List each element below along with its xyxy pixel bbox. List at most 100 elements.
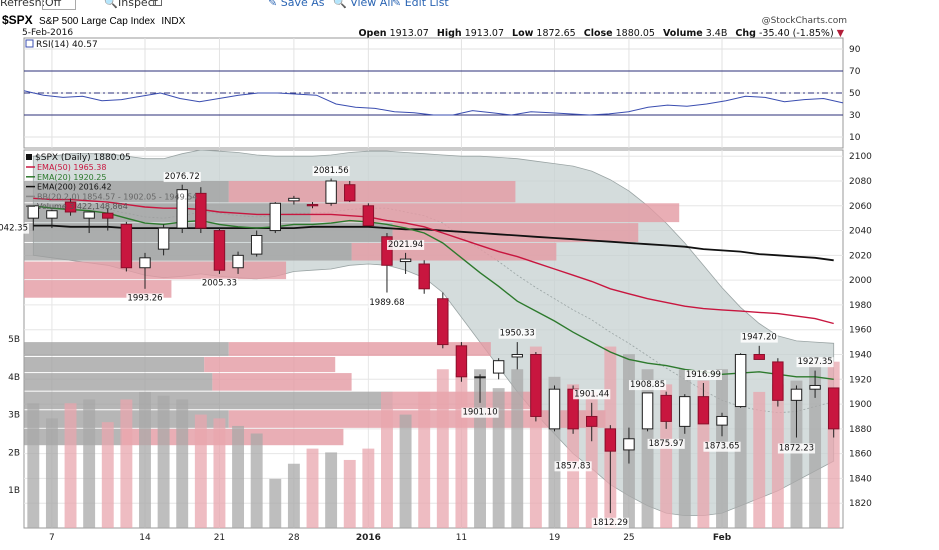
save-as-label: Save As [280,0,325,9]
price-annotation: 1947.20 [742,333,777,343]
price-annotation-bg [368,297,406,308]
volume-bar [232,425,245,528]
price-annotation: 2081.56 [314,166,349,176]
price-annotation: 1812.29 [593,518,628,528]
x-tick-label: 21 [214,533,225,543]
volume-by-price-down-bar [24,280,172,298]
candle-body [492,360,505,374]
candle-body [567,388,579,430]
volume-bar [827,361,840,528]
volume-bar [64,403,77,528]
price-annotation-bg [796,357,834,368]
candle-body [418,263,430,290]
volume-bar [27,403,40,528]
price-tick-label: 2020 [849,251,872,261]
volume-tick-label: 3B [8,411,20,421]
price-tick-label: 1900 [849,400,872,410]
price-annotation: 2076.72 [165,172,200,182]
edit-list-label: Edit List [404,0,449,9]
price-annotation-bg [684,370,722,381]
price-tick-label: 2100 [849,152,872,162]
price-annotation-bg [573,389,611,400]
price-tick-label: 1880 [849,425,872,435]
candle-body [734,353,747,408]
rsi-tick-label: 30 [849,111,861,121]
open-value: 1913.07 [389,28,429,39]
candle-body [362,205,375,227]
x-tick-label: 14 [139,533,151,543]
view-all-link[interactable]: 🔍 View All [333,0,393,9]
volume-bar [529,346,542,528]
price-annotation: 1908.85 [630,380,665,390]
volume-bar [362,448,375,528]
legend-volume: Volume 3,422,148,864 [37,202,128,211]
candle-body [511,353,523,358]
candle-body [176,189,188,229]
pencil-icon: ✎ [392,0,402,9]
volume-label: Volume [662,28,703,39]
x-tick-label: 19 [549,533,561,543]
view-icon: 🔍 [333,0,347,9]
candle-body [753,353,765,360]
volume-bar [455,373,468,528]
edit-list-link[interactable]: ✎ Edit List [392,0,449,9]
rsi-tick-label: 10 [849,133,861,143]
x-tick-label: 28 [288,533,300,543]
candle-body [250,235,263,255]
candle-body [102,212,114,219]
price-annotation-bg [200,278,239,289]
volume-bar [120,399,133,528]
search-icon[interactable]: 🔍 [104,0,118,9]
volume-by-price-down-bar [24,261,287,280]
candle-body [586,415,598,427]
volume-by-price-down-bar [228,180,516,203]
candle-body [474,376,486,379]
chart-date: 5-Feb-2016 [22,28,74,38]
volume-bar [548,376,561,528]
legend-bb: BB(20,2.0) 1854.57 - 1902.05 - 1949.54 [37,192,197,201]
price-annotation-bg [387,239,425,250]
volume-bar [287,463,300,528]
price-annotation-bg [461,407,499,418]
x-tick-label: 7 [49,533,55,543]
price-annotation-bg [647,438,685,449]
candle-body [288,197,300,202]
inspect-label[interactable]: Inspect [118,0,159,9]
price-annotation-bg [740,332,778,343]
chart-symbol: $SPX S&P 500 Large Cap Index INDX [2,13,185,27]
inspect-checkbox[interactable] [153,0,162,6]
candle-body [641,392,654,430]
price-tick-label: 1920 [849,375,872,385]
volume-bar [176,399,189,528]
volume-bar [660,384,673,528]
volume-tick-label: 4B [8,373,20,383]
volume-by-price-up-bar [24,242,352,261]
volume-by-price-up-bar [24,203,311,223]
price-tick-label: 1840 [849,474,872,484]
x-tick-label: 25 [623,533,634,543]
save-as-link[interactable]: ✎ Save As [268,0,324,9]
volume-bar [399,414,412,528]
price-annotation-bg [126,293,164,304]
price-annotation: 2005.33 [202,279,237,289]
symbol-ticker: $SPX [2,13,33,27]
ema50-line [33,197,834,325]
volume-by-price-up-bar [24,391,393,410]
candle-body [530,353,542,417]
price-annotation: 2042.35 [0,224,28,234]
candle-body [381,236,393,266]
brand-label: @StockCharts.com [761,16,847,26]
price-tick-label: 2000 [849,276,872,286]
refresh-select[interactable]: Off [42,0,77,10]
candle-body [790,388,803,401]
volume-bar [194,414,207,528]
chg-value: -35.40 (-1.85%) [758,28,834,39]
price-annotation: 1875.97 [649,439,684,449]
legend-price-swatch [26,154,32,160]
price-tick-label: 1960 [849,326,872,336]
rsi-tick-label: 50 [849,89,861,99]
volume-bar [139,391,151,528]
volume-bar [790,380,803,528]
volume-bar [418,391,431,528]
